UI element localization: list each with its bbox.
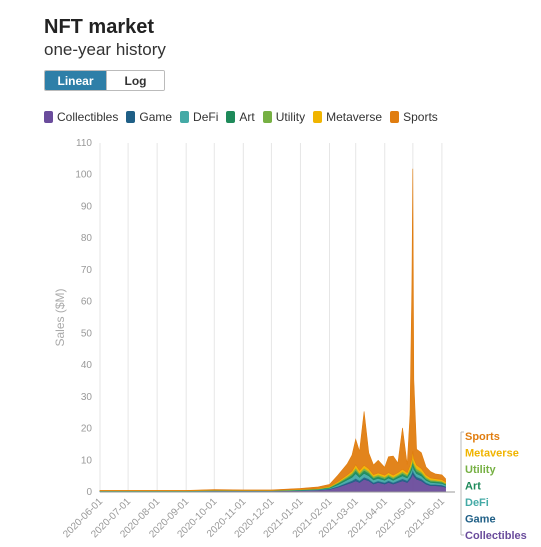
chart-title: NFT market	[44, 16, 155, 38]
y-tick-label-4: 40	[81, 360, 93, 371]
end-label-utility: Utility	[465, 464, 496, 476]
y-tick-label-10: 100	[75, 170, 92, 181]
legend-label-art: Art	[239, 110, 255, 124]
end-label-game: Game	[465, 514, 496, 526]
y-tick-label-7: 70	[81, 265, 93, 276]
y-tick-label-6: 60	[81, 297, 93, 308]
legend-label-collectibles: Collectibles	[57, 110, 119, 124]
legend-swatch-game	[126, 111, 136, 123]
end-label-art: Art	[465, 481, 481, 493]
legend-label-sports: Sports	[403, 110, 438, 124]
y-tick-label-1: 10	[81, 455, 93, 466]
legend-label-metaverse: Metaverse	[326, 110, 383, 124]
y-tick-label-9: 90	[81, 201, 93, 212]
legend-item-defi[interactable]: DeFi	[180, 110, 218, 124]
legend-swatch-metaverse	[313, 111, 323, 123]
legend-item-game[interactable]: Game	[126, 110, 172, 124]
y-tick-label-2: 20	[81, 424, 93, 435]
chart-subtitle: one-year history	[44, 40, 166, 59]
legend-item-sports[interactable]: Sports	[390, 110, 438, 124]
legend-swatch-utility	[262, 111, 272, 123]
legend-item-metaverse[interactable]: Metaverse	[313, 110, 382, 124]
end-label-defi: DeFi	[465, 497, 489, 509]
legend-item-utility[interactable]: Utility	[262, 110, 306, 124]
legend-label-defi: DeFi	[193, 110, 219, 124]
y-tick-label-5: 50	[81, 328, 93, 339]
y-tick-label-11: 110	[76, 138, 92, 149]
end-label-metaverse: Metaverse	[465, 448, 519, 460]
y-tick-label-3: 30	[81, 392, 93, 403]
legend-label-utility: Utility	[275, 110, 306, 124]
chart-legend: Collectibles Game DeFi Art Utility Metaverse S…	[44, 110, 446, 124]
legend-item-collectibles[interactable]: Collectibles	[44, 110, 118, 124]
linear-scale-button[interactable]: Linear	[45, 71, 106, 90]
legend-item-art[interactable]: Art	[226, 110, 255, 124]
log-scale-button[interactable]: Log	[106, 71, 164, 90]
scale-toggle: Linear Log	[44, 70, 165, 91]
y-axis-title: Sales ($M)	[53, 288, 67, 346]
end-label-collectibles: Collectibles	[465, 530, 527, 542]
area-series-sports	[99, 168, 446, 491]
legend-swatch-defi	[180, 111, 190, 123]
y-tick-label-0: 0	[86, 487, 92, 498]
legend-swatch-collectibles	[44, 111, 53, 123]
legend-label-game: Game	[139, 110, 173, 124]
end-label-sports: Sports	[465, 431, 500, 443]
legend-swatch-art	[226, 111, 236, 123]
y-tick-label-8: 80	[81, 233, 93, 244]
legend-swatch-sports	[390, 111, 400, 123]
